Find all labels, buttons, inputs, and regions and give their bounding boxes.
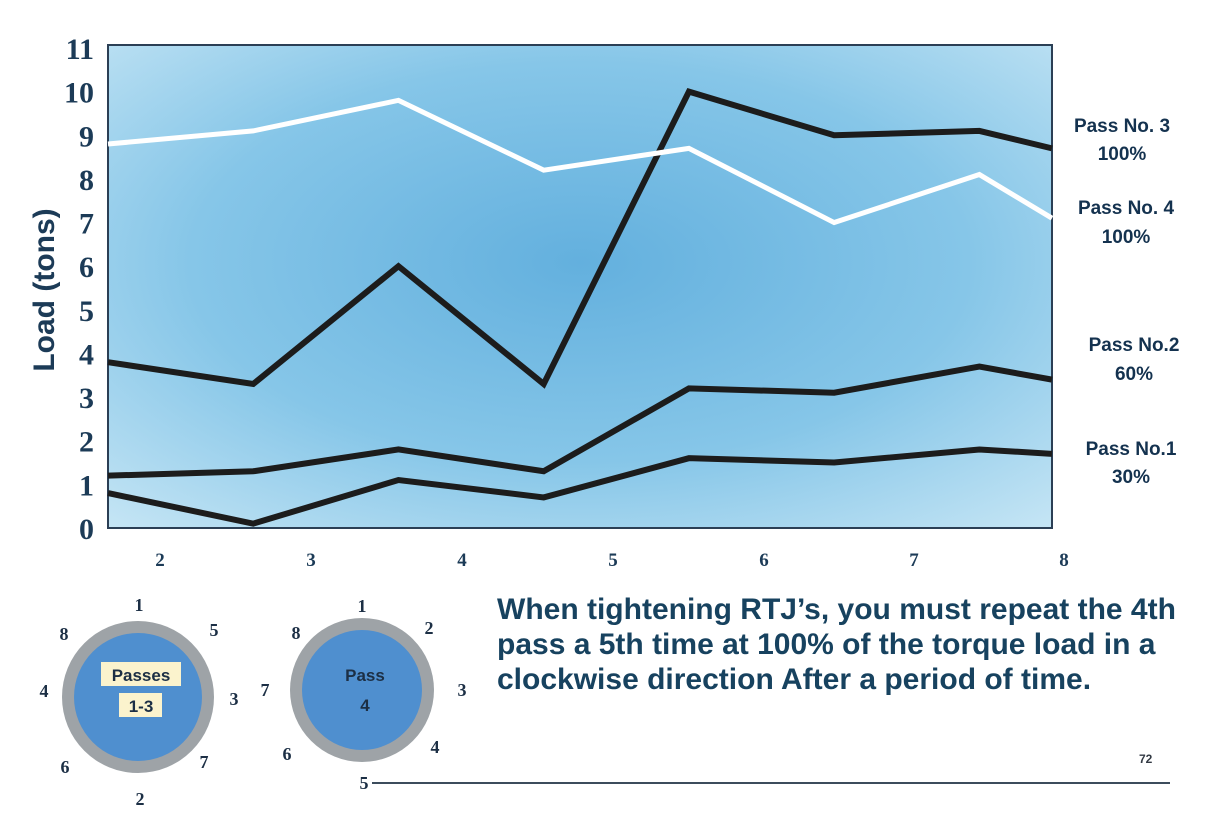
series-percent: 30% bbox=[1112, 467, 1150, 488]
y-tick-label: 6 bbox=[79, 251, 94, 284]
x-tick-label: 3 bbox=[306, 550, 316, 571]
bolt-number: 3 bbox=[230, 689, 239, 709]
x-tick-label: 5 bbox=[608, 550, 618, 571]
y-tick-label: 8 bbox=[79, 164, 94, 197]
y-tick-label: 1 bbox=[79, 469, 94, 502]
y-tick-label: 9 bbox=[79, 120, 94, 153]
y-tick-label: 7 bbox=[79, 208, 94, 241]
y-tick-label: 5 bbox=[79, 295, 94, 328]
y-tick-label: 4 bbox=[79, 338, 94, 371]
x-tick-label: 6 bbox=[759, 550, 769, 571]
bolt-number: 4 bbox=[431, 737, 440, 757]
y-tick-label: 3 bbox=[79, 382, 94, 415]
bolt-number: 6 bbox=[61, 757, 70, 777]
series-percent: 100% bbox=[1102, 227, 1151, 248]
x-tick-label: 4 bbox=[457, 550, 467, 571]
series-label: Pass No.2 bbox=[1089, 335, 1180, 356]
x-tick-label: 7 bbox=[909, 550, 919, 571]
bolt-number: 1 bbox=[135, 595, 144, 615]
series-line bbox=[107, 363, 1053, 479]
series-label: Pass No. 4 bbox=[1078, 198, 1175, 219]
bolt-diagram-pass-4: Pass 4 1 2 3 4 5 6 7 8 bbox=[261, 596, 467, 793]
pass-range: 1-3 bbox=[129, 697, 154, 716]
series-line bbox=[107, 88, 1053, 389]
series-label: Pass No.1 bbox=[1086, 439, 1177, 460]
series-label: Pass No. 3 bbox=[1074, 116, 1170, 137]
bolt-number: 4 bbox=[40, 681, 49, 701]
y-axis-label: Load (tons) bbox=[28, 208, 61, 371]
bolt-number: 2 bbox=[425, 618, 434, 638]
bolt-number: 8 bbox=[60, 624, 69, 644]
bolt-number: 1 bbox=[358, 596, 367, 616]
y-tick-label: 11 bbox=[66, 33, 94, 66]
bolt-number: 5 bbox=[360, 773, 369, 793]
pass-range-box bbox=[119, 693, 162, 717]
x-tick-label: 2 bbox=[155, 550, 165, 571]
y-tick-label: 2 bbox=[79, 426, 94, 459]
pass-range: 4 bbox=[360, 696, 370, 715]
x-tick-label: 8 bbox=[1059, 550, 1069, 571]
page-number: 72 bbox=[1139, 752, 1153, 766]
pass-label: Passes bbox=[112, 666, 171, 685]
bolt-number: 3 bbox=[458, 680, 467, 700]
y-tick-label: 10 bbox=[64, 77, 94, 110]
bolt-diagram-passes-1-3: Passes 1-3 1 5 3 7 2 6 4 8 bbox=[40, 595, 239, 809]
bolt-number: 6 bbox=[283, 744, 292, 764]
bolt-number: 8 bbox=[292, 623, 301, 643]
bolt-number: 5 bbox=[210, 620, 219, 640]
bolt-number: 7 bbox=[200, 752, 209, 772]
pass-label-box bbox=[101, 662, 181, 686]
bolt-number: 2 bbox=[136, 789, 145, 809]
callout-text: When tightening RTJ’s, you must repeat t… bbox=[497, 593, 1176, 696]
series-line bbox=[107, 97, 1054, 226]
series-percent: 60% bbox=[1115, 364, 1153, 385]
series-percent: 100% bbox=[1098, 144, 1147, 165]
y-tick-label: 0 bbox=[79, 513, 94, 546]
pass-label: Pass bbox=[345, 666, 385, 685]
bolt-number: 7 bbox=[261, 680, 270, 700]
series-line bbox=[107, 446, 1053, 527]
flange-face bbox=[302, 630, 422, 750]
